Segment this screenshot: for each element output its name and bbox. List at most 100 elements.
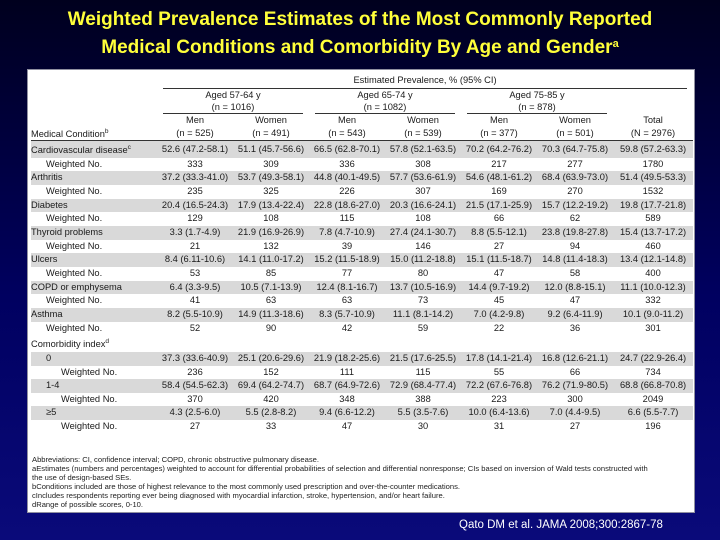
table-cell: 17.9 (13.4-22.4)	[233, 198, 309, 213]
table-cell: 388	[415, 393, 431, 404]
table-cell: 6.4 (3.3-9.5)	[157, 280, 233, 295]
table-cell: 14.1 (11.0-17.2)	[233, 253, 309, 267]
table-cell: 325	[263, 185, 279, 196]
table-cell: 69.4 (64.2-74.7)	[233, 379, 309, 393]
table-row: COPD or emphysema 6.4 (3.3-9.5) 10.5 (7.1-…	[31, 280, 694, 295]
table-cell: 66.5 (62.8-70.1)	[309, 140, 385, 158]
age-group-header: Aged 75-85 y	[509, 90, 565, 100]
row-label: Asthma	[31, 308, 63, 319]
table-row: Weighted No. 333 309 336 308 217 277 1780	[31, 158, 693, 172]
table-cell: 11.1 (8.1-14.2)	[385, 307, 461, 322]
row-label-cell: Cardiovascular diseasec	[31, 140, 157, 158]
slide-title-superscript: a	[612, 38, 619, 50]
table-cell: 94	[569, 240, 581, 251]
column-header: Women	[255, 115, 287, 125]
table-row: Cardiovascular diseasec 52.6 (47.2-58.1) 5…	[31, 140, 694, 158]
table-cell: 108	[263, 213, 279, 224]
slide-title-line-1: Weighted Prevalence Estimates of the Mos…	[67, 9, 653, 30]
table-cell: 226	[339, 185, 355, 196]
row-label-superscript: c	[127, 144, 131, 151]
table-cell: 10.5 (7.1-13.9)	[233, 280, 309, 295]
row-label-cell: Asthma	[31, 307, 157, 322]
slide-title-line-2-text: Medical Conditions and Comorbidity By Ag…	[101, 37, 613, 58]
row-label-cell: Ulcers	[31, 253, 157, 267]
table-cell: 47	[569, 295, 581, 306]
table-cell: 36	[569, 322, 581, 333]
table-cell: 7.0 (4.4-9.5)	[537, 406, 613, 421]
table-cell: 25.1 (20.6-29.6)	[233, 351, 309, 366]
table-cell: 420	[263, 393, 279, 404]
table-cell: 20.3 (16.6-24.1)	[385, 198, 461, 213]
table-cell	[233, 335, 309, 352]
row-label-cell: Weighted No.	[31, 294, 157, 308]
slide-title-line-2: Medical Conditions and Comorbidity By Ag…	[0, 32, 720, 60]
row-label-cell: 1-4	[31, 379, 157, 393]
table-cell: 47	[341, 421, 353, 432]
table-cell: 23.8 (19.8-27.8)	[537, 225, 613, 240]
table-cell: 20.4 (16.5-24.3)	[157, 198, 233, 213]
footnotes: Abbreviations: CI, confidence interval; …	[32, 455, 692, 509]
table-cell: 37.3 (33.6-40.9)	[157, 351, 233, 366]
table-cell: 70.3 (64.7-75.8)	[537, 140, 613, 158]
footnote: Abbreviations: CI, confidence interval; …	[32, 455, 320, 464]
table-cell: 15.4 (13.7-17.2)	[613, 225, 694, 240]
table-cell: 400	[645, 267, 661, 278]
table-cell: 55	[493, 366, 505, 377]
table-cell: 31	[493, 421, 505, 432]
row-label: 1-4	[46, 380, 60, 391]
row-label: Weighted No.	[46, 295, 103, 306]
table-cell: 68.4 (63.9-73.0)	[537, 171, 613, 185]
table-row: Weighted No. 53 85 77 80 47 58 400	[31, 267, 693, 281]
table-cell: 301	[645, 322, 661, 333]
table-cell: 62	[569, 213, 581, 224]
table-cell: 21.9 (16.9-26.9)	[233, 225, 309, 240]
row-label: Weighted No.	[61, 393, 118, 404]
table-cell: 2049	[642, 393, 664, 404]
table-cell: 37.2 (33.3-41.0)	[157, 171, 233, 185]
table-cell: 54.6 (48.1-61.2)	[461, 171, 537, 185]
table-cell: 734	[645, 366, 661, 377]
table-cell: 111	[339, 366, 355, 377]
table-cell: 47	[493, 267, 505, 278]
table-cell: 196	[645, 421, 661, 432]
citation: Qato DM et al. JAMA 2008;300:2867-78	[459, 519, 663, 531]
table-cell: 12.4 (8.1-16.7)	[309, 280, 385, 295]
table-cell	[613, 335, 693, 352]
row-label-cell: Weighted No.	[31, 267, 157, 281]
column-label-row: Men Women Men Women Men Women Total	[31, 114, 693, 126]
table-cell: 80	[417, 267, 429, 278]
table-cell: 10.0 (6.4-13.6)	[461, 406, 537, 421]
super-header: Estimated Prevalence, % (95% CI)	[163, 72, 688, 89]
table-cell: 308	[415, 158, 431, 169]
table-cell: 15.0 (11.2-18.8)	[385, 253, 461, 267]
table-cell: 52.6 (47.2-58.1)	[157, 140, 233, 158]
row-label-cell: Comorbidity indexd	[31, 335, 157, 352]
table-cell: 6.6 (5.5-7.7)	[613, 406, 694, 421]
row-label: Comorbidity index	[31, 339, 106, 350]
table-cell: 21.5 (17.6-25.5)	[385, 351, 461, 366]
row-label: Weighted No.	[61, 421, 118, 432]
table-cell: 72.2 (67.6-76.8)	[461, 379, 537, 393]
table-cell: 13.4 (12.1-14.8)	[613, 253, 694, 267]
footnote: the use of design-based SEs.	[32, 473, 132, 482]
column-n: (n = 377)	[461, 126, 537, 141]
table-cell: 8.8 (5.5-12.1)	[461, 225, 537, 240]
row-label: ≥5	[46, 407, 57, 418]
table-cell: 76.2 (71.9-80.5)	[537, 379, 613, 393]
table-panel: Estimated Prevalence, % (95% CI) Aged 57…	[27, 69, 695, 513]
row-label-cell: Thyroid problems	[31, 225, 157, 240]
table-cell: 63	[265, 295, 277, 306]
table-cell: 460	[645, 240, 661, 251]
table-cell: 57.7 (53.6-61.9)	[385, 171, 461, 185]
row-label: Weighted No.	[46, 240, 103, 251]
table-row: ≥5 4.3 (2.5-6.0) 5.5 (2.8-8.2) 9.4 (6.6-12.…	[31, 406, 694, 421]
table-cell: 236	[187, 366, 203, 377]
row-label-cell: Weighted No.	[31, 158, 157, 172]
row-label: Diabetes	[31, 199, 68, 210]
table-row: 0 37.3 (33.6-40.9) 25.1 (20.6-29.6) 21.9 (1…	[31, 351, 694, 366]
table-cell: 10.1 (9.0-11.2)	[613, 307, 694, 322]
table-cell: 17.8 (14.1-21.4)	[461, 351, 537, 366]
table-cell: 8.4 (6.11-10.6)	[157, 253, 233, 267]
table-cell: 7.0 (4.2-9.8)	[461, 307, 537, 322]
table-cell: 14.9 (11.3-18.6)	[233, 307, 309, 322]
